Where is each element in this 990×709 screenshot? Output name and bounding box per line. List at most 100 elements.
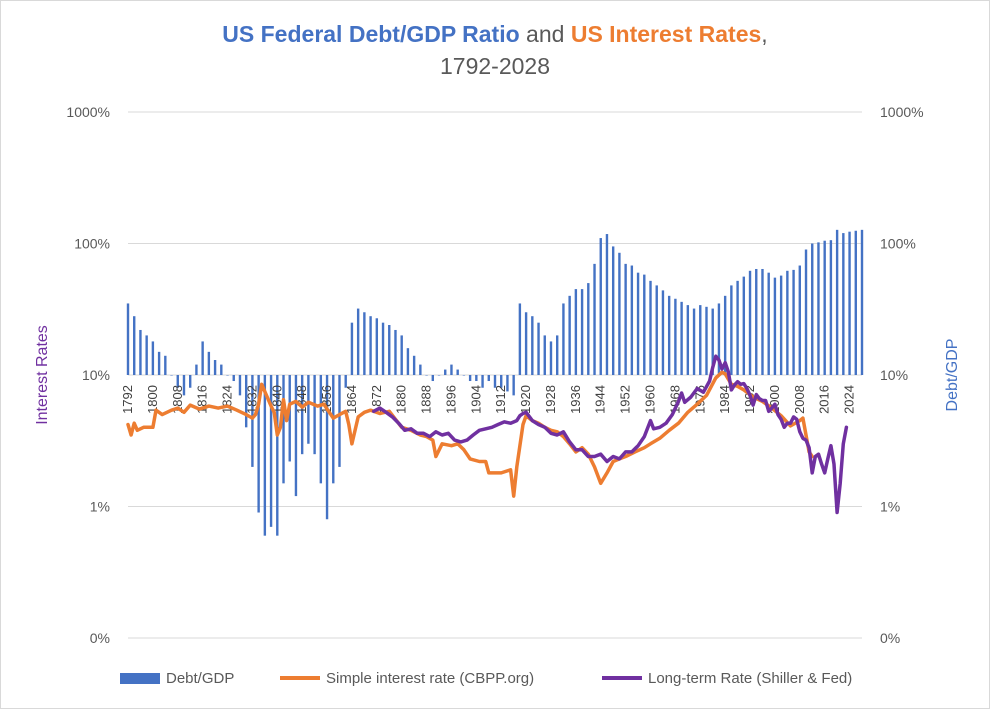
debt-gdp-bar — [269, 375, 273, 527]
title-comma: , — [761, 21, 768, 47]
debt-gdp-bar — [133, 316, 136, 375]
debt-gdp-bar — [711, 308, 714, 375]
debt-gdp-bar — [332, 375, 335, 484]
debt-gdp-bar — [475, 375, 478, 382]
legend-label-debt-gdp: Debt/GDP — [166, 669, 235, 687]
legend-item-simple-rate[interactable]: Simple interest rate (CBPP.org) — [280, 664, 534, 692]
debt-gdp-bar — [587, 283, 590, 375]
debt-gdp-bar — [518, 303, 522, 375]
x-tick-label: 1904 — [468, 385, 483, 414]
debt-gdp-bar — [854, 230, 857, 375]
debt-gdp-bar — [201, 341, 204, 375]
debt-gdp-bar — [817, 242, 820, 375]
x-tick-label: 1928 — [543, 385, 558, 414]
debt-gdp-bar — [717, 303, 721, 375]
debt-gdp-bar — [599, 238, 602, 375]
debt-gdp-bar — [761, 268, 764, 375]
y-tick-right: 0% — [880, 630, 900, 646]
debt-gdp-bar — [779, 275, 783, 375]
debt-gdp-bar — [151, 341, 155, 375]
x-tick-label: 1792 — [120, 385, 135, 414]
debt-gdp-bar — [680, 301, 683, 375]
debt-gdp-bar — [394, 329, 397, 375]
debt-gdp-bar — [244, 375, 248, 428]
x-tick-label: 1952 — [618, 385, 633, 414]
title-interest-rates: US Interest Rates — [570, 21, 762, 47]
debt-gdp-bar — [437, 375, 441, 376]
debt-gdp-bar — [481, 375, 484, 388]
debt-gdp-bar — [611, 246, 615, 375]
debt-gdp-bar — [574, 289, 578, 375]
x-tick-label: 1936 — [568, 385, 583, 414]
debt-gdp-bar — [176, 375, 179, 388]
debt-gdp-bar — [282, 375, 285, 484]
debt-gdp-bar — [829, 240, 833, 375]
debt-gdp-bar — [363, 312, 366, 375]
legend-label-long-term-rate: Long-term Rate (Shiller & Fed) — [648, 669, 853, 687]
x-tick-label: 1808 — [170, 385, 185, 414]
debt-gdp-bar — [568, 295, 571, 375]
debt-gdp-bar — [512, 375, 515, 396]
debt-gdp-bar — [425, 375, 428, 376]
debt-gdp-bar — [276, 375, 279, 536]
debt-gdp-bar — [580, 289, 584, 375]
debt-gdp-bar — [462, 375, 466, 376]
debt-gdp-bar — [468, 375, 472, 382]
debt-gdp-bar — [624, 263, 627, 375]
debt-gdp-bar — [388, 325, 391, 375]
debt-gdp-bar — [412, 355, 416, 375]
debt-gdp-bar — [699, 305, 702, 375]
debt-gdp-bar — [860, 229, 864, 375]
legend-label-simple-rate: Simple interest rate (CBPP.org) — [326, 669, 535, 687]
debt-gdp-bar — [207, 351, 211, 375]
debt-gdp-bar — [251, 375, 254, 467]
x-tick-label: 1848 — [294, 385, 309, 414]
debt-gdp-bar — [661, 290, 665, 375]
debt-gdp-bar — [444, 369, 447, 375]
debt-gdp-bar — [549, 341, 553, 375]
title-debt-gdp: US Federal Debt/GDP Ratio — [222, 21, 520, 47]
debt-gdp-bar — [730, 285, 733, 375]
legend-swatch-simple-rate — [280, 676, 320, 680]
debt-gdp-bar — [543, 335, 546, 375]
debt-gdp-bar — [226, 375, 229, 376]
y-tick-left: 1000% — [66, 104, 110, 120]
x-tick-label: 1912 — [493, 385, 508, 414]
debt-gdp-bar — [556, 335, 559, 375]
debt-gdp-bar — [736, 280, 739, 375]
debt-gdp-bar — [338, 375, 341, 467]
debt-gdp-bar — [213, 360, 217, 375]
legend-item-long-term-rate[interactable]: Long-term Rate (Shiller & Fed) — [602, 664, 852, 692]
debt-gdp-bar — [375, 318, 379, 375]
debt-gdp-bar — [537, 322, 540, 375]
legend-item-debt-gdp[interactable]: Debt/GDP — [120, 664, 234, 692]
x-tick-label: 1800 — [145, 385, 160, 414]
y-tick-left: 100% — [74, 236, 110, 252]
debt-gdp-bar — [300, 375, 304, 455]
debt-gdp-bar — [294, 375, 298, 497]
debt-gdp-bar — [195, 364, 198, 375]
debt-gdp-bar — [257, 375, 260, 513]
y-axis-labels: 1000% 1000% 100% 100% 10% 10% 1% 1% 0% 0% — [66, 104, 923, 646]
y-tick-right: 1000% — [880, 104, 924, 120]
legend: Debt/GDP Simple interest rate (CBPP.org)… — [0, 664, 990, 692]
debt-gdp-bar — [232, 375, 235, 382]
debt-gdp-bar — [798, 265, 801, 375]
debt-gdp-bar — [220, 364, 223, 375]
chart-title-line-2: 1792-2028 — [440, 53, 550, 79]
legend-swatch-long-term-rate — [602, 676, 642, 680]
right-axis-title: Debt/GDP — [944, 339, 961, 412]
y-tick-left: 1% — [90, 499, 110, 515]
y-tick-right: 100% — [880, 236, 916, 252]
debt-gdp-bars — [126, 229, 864, 536]
debt-gdp-bar — [456, 369, 459, 375]
debt-gdp-bar — [842, 233, 845, 375]
debt-gdp-bar — [792, 269, 795, 375]
debt-gdp-bar — [804, 249, 808, 375]
debt-gdp-bar — [723, 295, 727, 375]
debt-gdp-bar — [506, 375, 509, 392]
debt-gdp-bar — [755, 268, 758, 375]
x-tick-label: 1968 — [667, 385, 682, 414]
long-term-rate-line — [371, 354, 849, 515]
